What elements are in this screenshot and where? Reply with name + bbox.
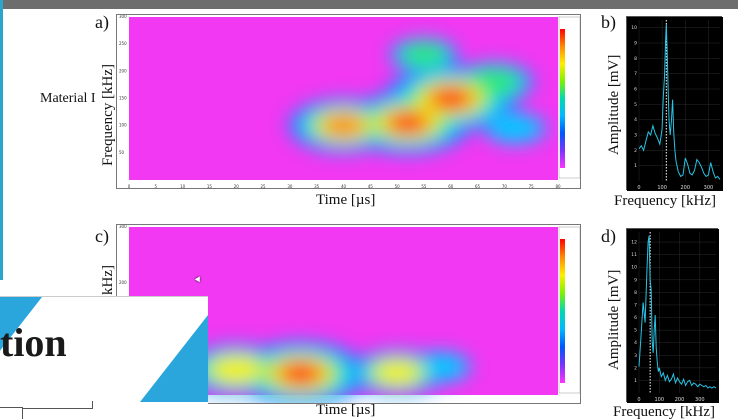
spectrum-b-xlabel: Frequency [kHz] (614, 193, 717, 209)
spectrum-d-background (627, 229, 719, 403)
spectrum-d-ytick: 5 (634, 328, 637, 334)
left-window-edge (0, 0, 3, 280)
heatmap-a-xtick: 55 (421, 184, 427, 189)
spectrum-d-xtick: 0 (637, 397, 640, 403)
spectrum-d-ytick: 1 (634, 378, 637, 384)
heatmap-a-xtick: 80 (555, 184, 561, 189)
spectrum-b-ytick: 6 (634, 87, 637, 93)
spectrum-b-ytick: 10 (631, 25, 637, 31)
heatmap-a-hotspot-1-layer-5 (390, 113, 425, 133)
heatmap-a-ytick: 200 (119, 68, 127, 73)
heatmap-a-hotspot-2-layer-4 (322, 114, 365, 137)
panel-letter-d: d) (601, 226, 616, 246)
spectrum-d-ytick: 9 (634, 277, 637, 283)
heatmap-a-xtick: 65 (475, 184, 481, 189)
spectrum-b-series-0 (638, 24, 721, 180)
heatmap-a-xtick: 0 (128, 184, 131, 189)
heatmap-a-canvas: 0 5 10 15 20 25 30 35 40 45 50 55 60 65 70 75 80 50 100 150… (119, 15, 580, 189)
heatmap-a-ylabel: Frequency [kHz] (100, 63, 116, 166)
panel-letter-c: c) (95, 226, 109, 246)
spectrum-d-ytick: 3 (634, 353, 637, 359)
panel-letter-a: a) (95, 12, 109, 32)
heatmap-a-hotspot-3-layer-2 (465, 67, 522, 97)
overlay-slide-thumbnail[interactable]: tion (0, 296, 208, 419)
heatmap-a-xlabel: Time [µs] (316, 192, 376, 208)
top-toolbar-strip (0, 0, 738, 9)
heatmap-a-hotspot-4-layer-2 (399, 42, 449, 68)
heatmap-a-xtick: 10 (180, 184, 186, 189)
heatmap-a-xtick: 70 (502, 184, 508, 189)
spectrum-b-xtick: 100 (657, 185, 667, 191)
heatmap-c-xlabel: Time [µs] (316, 402, 376, 418)
spectrum-b-ytick: 4 (634, 117, 637, 123)
slide-diagram-line (22, 408, 92, 409)
heatmap-a-plot: 0 5 10 15 20 25 30 35 40 45 50 55 60 65 70 75 80 50 100 150… (116, 14, 581, 189)
heatmap-c-hotspot-1-layer-3 (209, 355, 264, 384)
spectrum-d-xlabel: Frequency [kHz] (613, 404, 716, 419)
spectrum-b-ytick: 1 (634, 163, 637, 169)
spectrum-b-ytick: 8 (634, 56, 637, 62)
spectrum-d-series-0 (638, 235, 717, 389)
spectrum-d-plot: 1 2 3 4 5 6 7 8 9 10 11 12 0 100 200 300 (626, 228, 719, 403)
heatmap-a-xtick: 75 (529, 184, 535, 189)
spectrum-b-ytick: 5 (634, 102, 637, 108)
slide-title-fragment: tion (0, 320, 67, 365)
heatmap-a-hotspot-5-layer-1 (487, 114, 543, 143)
spectrum-d-ytick: 10 (631, 265, 637, 271)
heatmap-a-ytick: 150 (119, 96, 127, 101)
heatmap-a-hotspot-0-layer-5 (433, 89, 469, 108)
heatmap-a-ytick: 300 (119, 15, 127, 19)
spectrum-b-ytick: 3 (634, 133, 637, 139)
spectrum-d-ytick: 2 (634, 365, 637, 371)
spectrum-d-ytick: 11 (631, 252, 637, 258)
heatmap-a-xtick: 30 (287, 184, 293, 189)
heatmap-a-xtick: 5 (155, 184, 158, 189)
heatmap-a-xtick: 40 (341, 184, 347, 189)
panel-letter-b: b) (601, 12, 616, 32)
spectrum-b-background (627, 17, 723, 191)
slide-lower-area (0, 402, 208, 419)
spectrum-b-xtick: 200 (681, 185, 691, 191)
spectrum-b-xtick: 300 (704, 185, 714, 191)
heatmap-a-xtick: 25 (261, 184, 267, 189)
heatmap-a-xtick: 60 (448, 184, 454, 189)
spectrum-b-ytick: 2 (634, 148, 637, 154)
heatmap-a-xtick: 50 (395, 184, 401, 189)
spectrum-d-xtick: 200 (675, 397, 685, 403)
spectrum-b-ytick: 7 (634, 71, 637, 77)
spectrum-d-ytick: 8 (634, 290, 637, 296)
spectrum-d-ytick: 4 (634, 340, 637, 346)
heatmap-c-hotspot-0-layer-5 (283, 364, 319, 384)
slide-diagram-line (92, 401, 93, 409)
heatmap-c-ytick: 200 (119, 280, 127, 285)
spectrum-b-ytick: 9 (634, 41, 637, 47)
heatmap-c-colorbar (560, 239, 565, 383)
heatmap-a-xtick: 45 (368, 184, 374, 189)
spectrum-d-ytick: 12 (631, 240, 637, 246)
spectrum-b-ylabel: Amplitude [mV] (606, 54, 622, 155)
heatmap-a-ytick: 50 (119, 150, 125, 155)
heatmap-a-xtick: 35 (314, 184, 320, 189)
spectrum-b-plot: 1 2 3 4 5 6 7 8 9 10 0 100 200 300 (626, 16, 723, 191)
row-label-material: Material I (40, 91, 96, 106)
spectrum-d-ylabel: Amplitude [mV] (606, 269, 622, 370)
heatmap-c-ylabel: kHz] (100, 265, 116, 295)
spectrum-d-ytick: 7 (634, 302, 637, 308)
heatmap-c-hotspot-2-layer-3 (372, 359, 422, 386)
heatmap-c-ytick: 300 (119, 225, 127, 229)
spectrum-d-xtick: 100 (654, 397, 664, 403)
heatmap-a-xtick: 20 (234, 184, 240, 189)
spectrum-b-xtick: 0 (637, 185, 640, 191)
spectrum-d-ytick: 6 (634, 315, 637, 321)
slide-diagram-line (22, 407, 23, 419)
slide-diagram-line (0, 407, 22, 408)
heatmap-a-colorbar (560, 29, 565, 168)
heatmap-a-xtick: 15 (207, 184, 213, 189)
spectrum-d-xtick: 300 (695, 397, 705, 403)
heatmap-a-ytick: 100 (119, 123, 127, 128)
heatmap-a-ytick: 250 (119, 41, 127, 46)
